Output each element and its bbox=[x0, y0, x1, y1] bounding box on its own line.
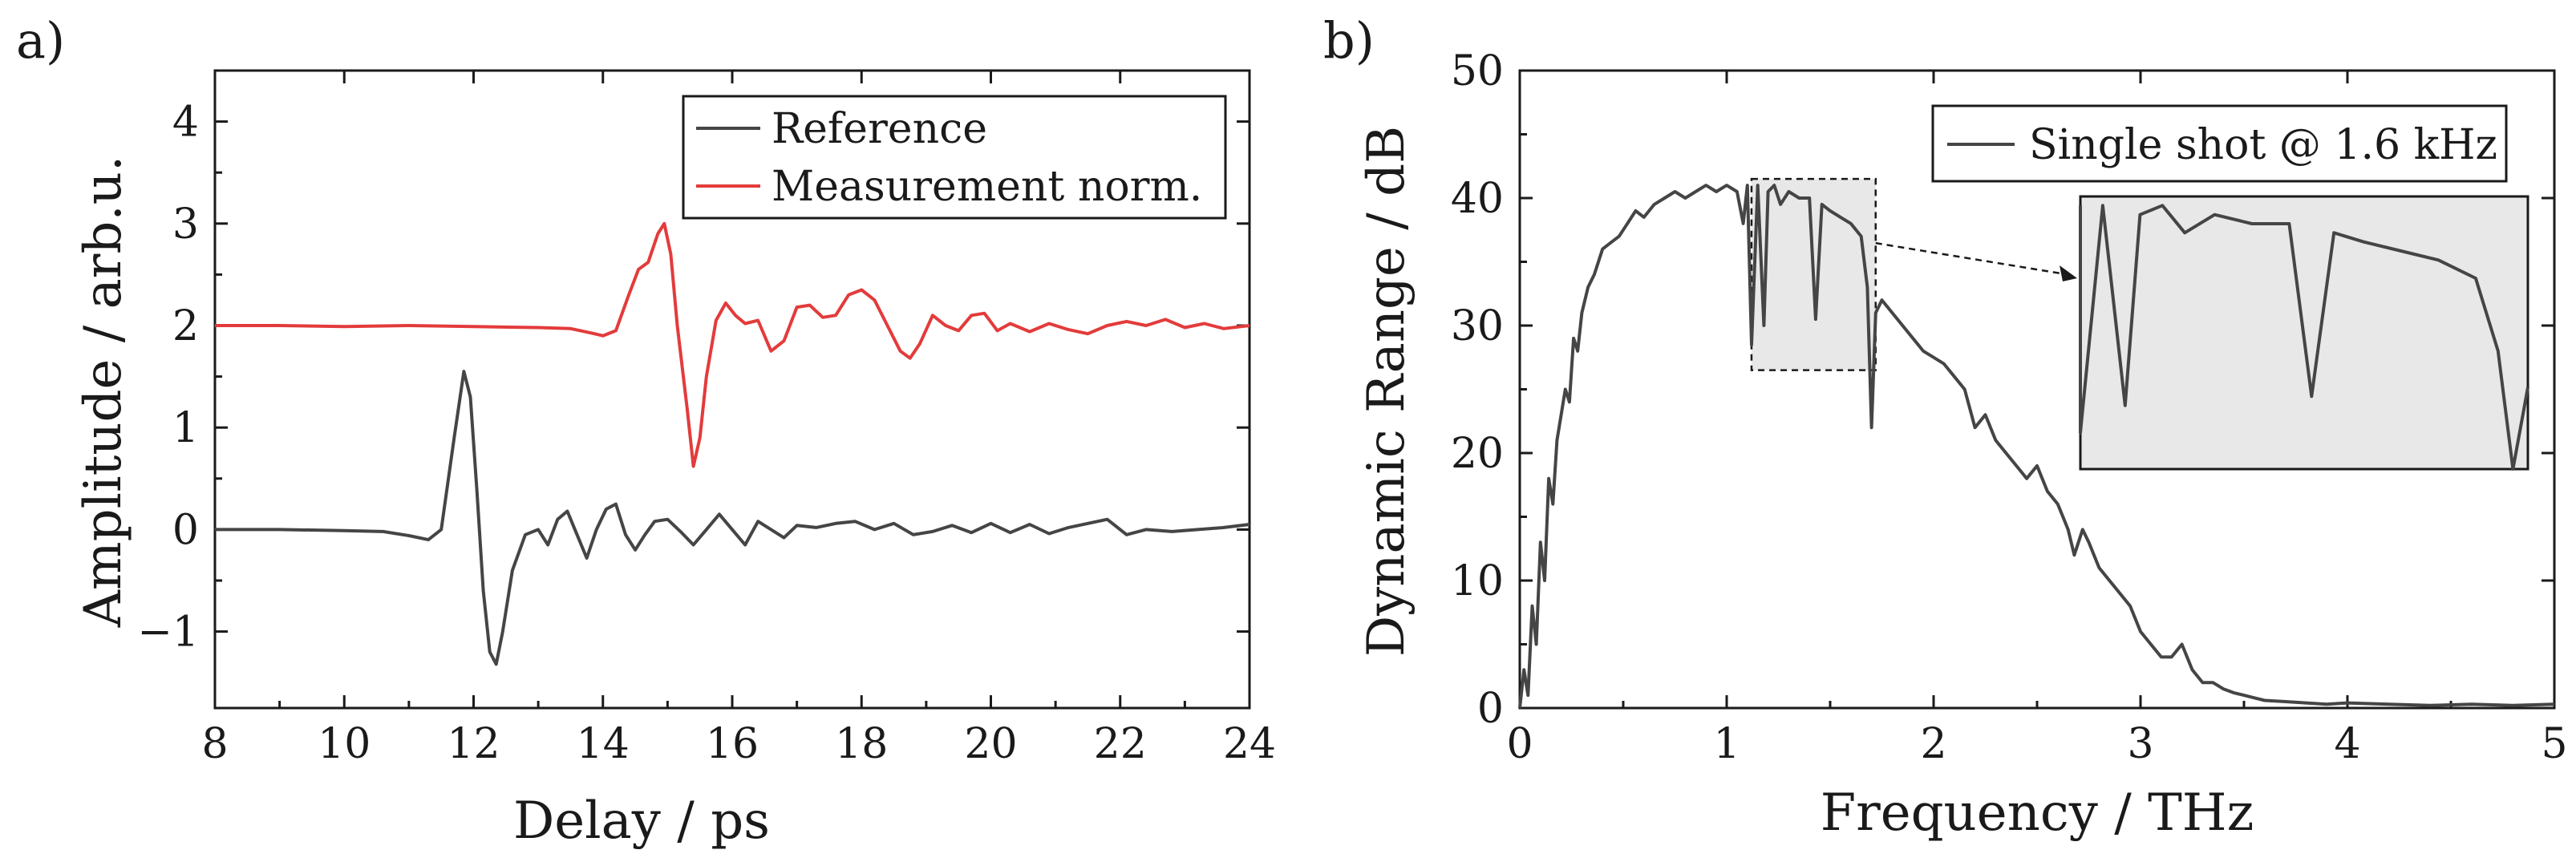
series-line-reference bbox=[215, 370, 1250, 666]
x-tick-label: 22 bbox=[1094, 720, 1147, 768]
x-tick-label: 20 bbox=[964, 720, 1017, 768]
x-tick-label: 10 bbox=[318, 720, 371, 768]
inset-series-line bbox=[2079, 204, 2529, 471]
y-tick-label: 2 bbox=[172, 302, 199, 350]
zoom-arrow-line bbox=[1875, 241, 2072, 277]
legend-label-reference: Reference bbox=[772, 105, 987, 153]
x-tick-label: 18 bbox=[835, 720, 888, 768]
x-tick-label: 0 bbox=[1506, 720, 1533, 768]
x-tick-label: 12 bbox=[447, 720, 500, 768]
y-tick-label: 40 bbox=[1451, 175, 1504, 223]
y-tick-label: −1 bbox=[137, 609, 199, 657]
y-tick-label: 1 bbox=[172, 404, 199, 452]
panel-b-legend: Single shot @ 1.6 kHz bbox=[1931, 104, 2508, 183]
x-tick-label: 3 bbox=[2127, 720, 2153, 768]
y-tick-label: 4 bbox=[172, 99, 199, 147]
panel-b-x-axis-title: Frequency / THz bbox=[1821, 783, 2254, 843]
y-tick-label: 20 bbox=[1451, 430, 1504, 478]
x-tick-label: 2 bbox=[1920, 720, 1946, 768]
panel-a-y-axis-title: Amplitude / arb.u. bbox=[74, 156, 133, 628]
y-tick-label: 30 bbox=[1451, 302, 1504, 350]
x-tick-label: 24 bbox=[1223, 720, 1276, 768]
panel-a-label: a) bbox=[16, 11, 65, 70]
x-tick-label: 1 bbox=[1713, 720, 1740, 768]
panel-a-legend-box bbox=[682, 95, 1227, 220]
x-tick-label: 8 bbox=[201, 720, 228, 768]
y-tick-label: 3 bbox=[172, 200, 199, 249]
legend-label-measurement: Measurement norm. bbox=[772, 163, 1202, 211]
legend-label-single-shot: Single shot @ 1.6 kHz bbox=[2029, 121, 2497, 169]
panel-a-legend: Reference Measurement norm. bbox=[682, 95, 1227, 220]
x-tick-label: 5 bbox=[2541, 720, 2567, 768]
panel-b-inset bbox=[1875, 195, 2529, 471]
panel-b-y-axis-title: Dynamic Range / dB bbox=[1357, 126, 1416, 657]
panel-a-x-axis-title: Delay / ps bbox=[513, 791, 770, 851]
y-tick-label: 0 bbox=[1477, 685, 1504, 733]
x-tick-label: 4 bbox=[2334, 720, 2360, 768]
panel-b-label: b) bbox=[1323, 11, 1375, 70]
series-line-single-shot-1-6-khz bbox=[1518, 184, 2555, 709]
panel-a-series bbox=[215, 221, 1250, 666]
series-line-measurement-norm- bbox=[215, 221, 1250, 468]
x-tick-label: 14 bbox=[577, 720, 630, 768]
panel-b-series bbox=[1518, 184, 2555, 709]
y-tick-label: 0 bbox=[172, 506, 199, 554]
panel-b-legend-box bbox=[1931, 104, 2508, 183]
y-tick-label: 10 bbox=[1451, 557, 1504, 605]
zoom-arrow-head bbox=[2060, 265, 2077, 281]
y-tick-label: 50 bbox=[1451, 47, 1504, 95]
x-tick-label: 16 bbox=[706, 720, 759, 768]
